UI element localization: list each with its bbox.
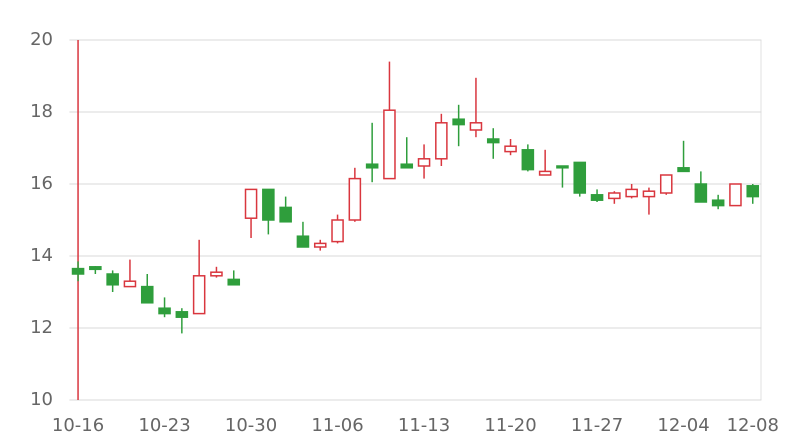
candle-body xyxy=(210,271,223,277)
candle-body xyxy=(711,199,725,207)
candle-body xyxy=(659,174,673,194)
x-tick-label: 10-16 xyxy=(52,415,104,436)
candle-body xyxy=(192,275,206,315)
candle-body xyxy=(383,109,396,180)
candle-body xyxy=(262,188,275,221)
y-tick-label: 14 xyxy=(30,245,53,266)
candle-body xyxy=(608,192,621,200)
candle-body xyxy=(677,167,690,173)
candle-body xyxy=(417,158,431,167)
candle-body xyxy=(486,138,500,144)
candle-body xyxy=(279,206,292,223)
y-tick-label: 20 xyxy=(30,29,53,50)
x-tick-label: 12-08 xyxy=(727,415,779,436)
y-tick-label: 10 xyxy=(30,389,53,410)
x-tick-label: 11-06 xyxy=(311,415,363,436)
candle-body xyxy=(556,165,569,169)
candle-body xyxy=(435,122,448,160)
candle-body xyxy=(521,149,535,171)
candle-body xyxy=(573,161,587,194)
x-tick-label: 10-30 xyxy=(225,415,277,436)
candle-body xyxy=(365,163,379,169)
x-tick-label: 12-04 xyxy=(657,415,709,436)
candle-body xyxy=(106,273,119,286)
candle-body xyxy=(175,311,189,318)
x-tick-label: 11-20 xyxy=(484,415,536,436)
candle-body xyxy=(694,183,708,203)
y-tick-label: 16 xyxy=(30,173,53,194)
x-tick-label: 11-13 xyxy=(398,415,450,436)
candle-body xyxy=(452,118,465,126)
candle-body xyxy=(504,145,517,153)
candle-body xyxy=(642,190,656,198)
x-tick-label: 11-27 xyxy=(571,415,623,436)
candle-body xyxy=(123,280,137,288)
candle-body xyxy=(244,188,258,219)
candle-body xyxy=(590,194,604,201)
candle-body xyxy=(400,163,414,169)
candle-body xyxy=(348,177,362,221)
candle-body xyxy=(729,183,742,207)
y-tick-label: 18 xyxy=(30,101,53,122)
candle-body xyxy=(158,307,171,315)
candle-body xyxy=(746,185,760,198)
y-tick-label: 12 xyxy=(30,317,53,338)
candle-body xyxy=(296,235,310,248)
candle-body xyxy=(227,278,241,286)
x-tick-label: 10-23 xyxy=(138,415,190,436)
candle-body xyxy=(313,242,327,248)
candle-body xyxy=(140,285,154,304)
candle-body xyxy=(89,266,102,271)
candle-body xyxy=(331,219,344,243)
candle-body xyxy=(71,267,85,275)
candle-body xyxy=(538,170,552,176)
candle-body xyxy=(469,122,483,131)
candle-body xyxy=(625,188,638,198)
